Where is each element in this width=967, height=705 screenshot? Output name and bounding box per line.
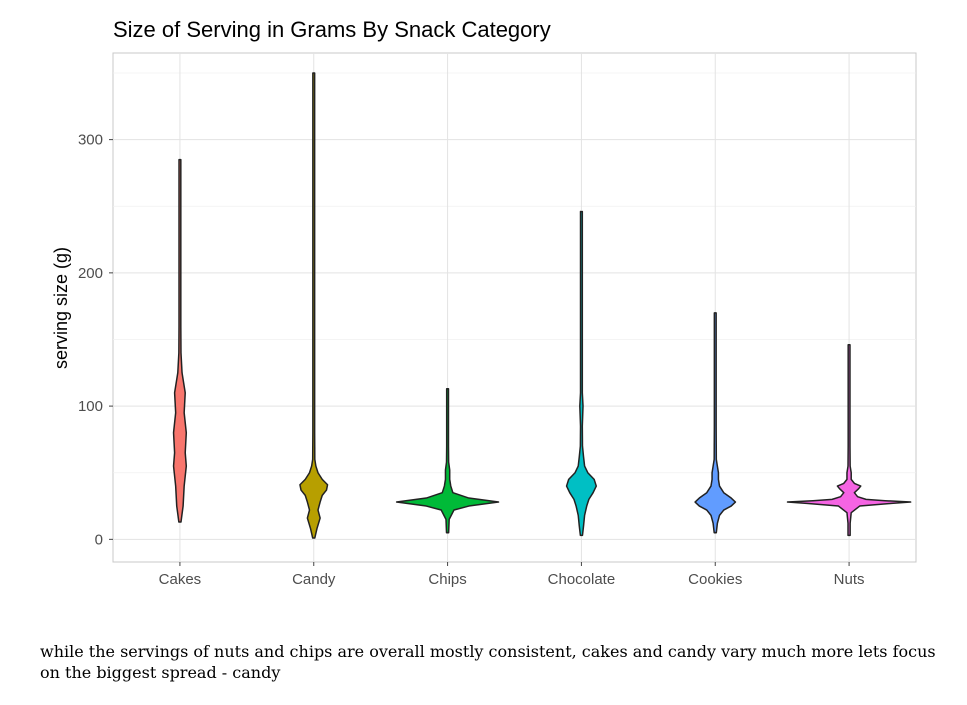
x-tick-label: Cookies [688,571,742,588]
caption-text: while the servings of nuts and chips are… [40,642,936,682]
x-tick-label: Candy [292,571,336,588]
x-axis: Cakes Candy Chips Chocolate Cookies Nuts [159,562,865,588]
violins [172,72,912,539]
x-tick-label: Cakes [159,571,202,588]
violin-candy [299,72,329,539]
violin-chips [395,388,500,534]
x-tick-label: Chips [428,571,466,588]
y-tick-label: 200 [78,265,103,282]
violin-chocolate [565,210,598,537]
x-tick-label: Nuts [834,571,865,588]
y-tick-label: 0 [95,531,103,548]
chart-title: Size of Serving in Grams By Snack Catego… [113,17,551,42]
x-tick-label: Chocolate [548,571,616,588]
y-tick-label: 300 [78,132,103,149]
y-axis: 0 100 200 300 [78,132,113,548]
y-axis-label: serving size (g) [51,247,71,369]
violin-cookies [694,312,737,534]
plot-panel [112,52,917,563]
violin-cakes [172,158,188,523]
y-tick-label: 100 [78,398,103,415]
violin-nuts [786,344,912,537]
